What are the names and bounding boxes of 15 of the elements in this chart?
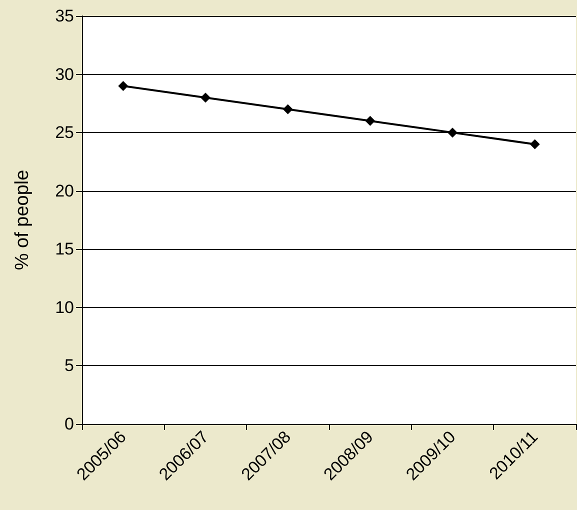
y-axis-title: % of people <box>12 170 33 270</box>
y-tick-label: 20 <box>55 181 74 200</box>
point <box>118 80 128 91</box>
point <box>365 116 376 126</box>
y-tick-label: 35 <box>55 6 74 26</box>
point <box>530 139 540 150</box>
y-tick-label: 15 <box>55 240 74 259</box>
point <box>448 128 458 138</box>
y-tick-label: 5 <box>64 356 74 376</box>
y-tick-label: 25 <box>55 123 74 142</box>
point <box>282 104 293 114</box>
y-tick-label: 30 <box>55 64 74 84</box>
point <box>200 92 210 103</box>
y-tick-label: 10 <box>55 298 74 317</box>
y-tick-label: 0 <box>64 414 74 434</box>
